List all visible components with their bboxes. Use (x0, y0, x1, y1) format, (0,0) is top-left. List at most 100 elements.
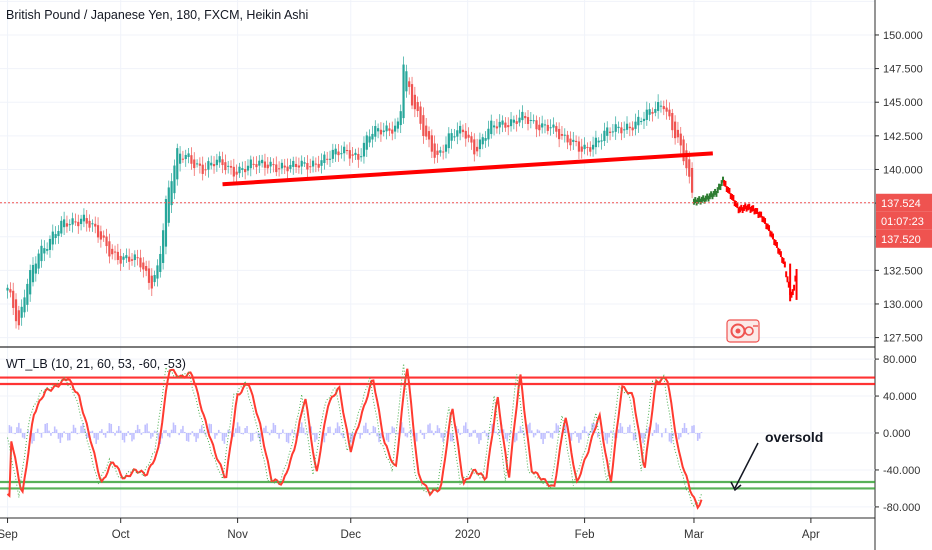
candle-body (351, 154, 354, 156)
projection-down-candle (723, 179, 726, 186)
candle-body (450, 133, 453, 141)
candle-body (396, 121, 399, 129)
candle-body (331, 149, 334, 159)
countdown-label-bg (876, 211, 932, 230)
candle-body (159, 253, 162, 272)
candle-body (614, 124, 617, 132)
candle-body (360, 156, 363, 158)
candle-body (272, 164, 275, 166)
replay-icon[interactable] (726, 319, 760, 343)
projection-down-candle (781, 256, 784, 263)
candle-body (224, 162, 227, 171)
candle-body (416, 102, 419, 112)
candle-body (464, 130, 467, 139)
candle-body (603, 130, 606, 141)
candle-body (439, 150, 442, 153)
candle-body (586, 146, 589, 148)
candle-body (246, 165, 250, 171)
candle-body (280, 162, 284, 169)
candle-body (167, 187, 170, 223)
candle-body (456, 130, 459, 137)
projection-down-candle (790, 291, 793, 298)
candle-body (108, 241, 111, 257)
candle-body (611, 131, 614, 133)
projection-down-candle (764, 218, 767, 224)
candle-body (444, 144, 448, 152)
projection-down-candle (738, 206, 741, 213)
candle-body (487, 128, 490, 140)
candle-body (600, 140, 603, 142)
projection-down-candle (732, 195, 735, 201)
projection-down-candle (757, 212, 760, 218)
wt2-line (6, 368, 703, 510)
projection-down-candle (794, 275, 797, 282)
candle-body (623, 129, 626, 131)
time-tick-label: Oct (112, 529, 131, 541)
candle-body (674, 121, 677, 139)
candle-body (60, 220, 63, 234)
candle-body (261, 159, 264, 164)
candle-body (201, 164, 204, 174)
price-candles (6, 56, 694, 330)
candle-body (625, 123, 629, 130)
candle-body (476, 146, 479, 152)
candle-body (368, 136, 371, 143)
candle-body (484, 138, 487, 141)
candle-body (184, 154, 187, 160)
time-tick-label: Apr (802, 529, 820, 541)
projection-down-candle (727, 186, 730, 193)
candle-body (176, 148, 179, 180)
candle-body (382, 130, 385, 133)
candle-body (589, 147, 592, 152)
candle-body (119, 255, 122, 264)
candle-body (690, 167, 694, 193)
candle-body (419, 106, 422, 124)
candle-body (212, 164, 216, 167)
candle-body (14, 299, 18, 322)
candle-body (560, 134, 564, 136)
projection-down-candle (754, 207, 757, 214)
projection-down-candle (741, 207, 744, 214)
candle-body (6, 287, 9, 291)
candle-body (594, 137, 598, 148)
projection-up-candle (694, 197, 697, 203)
candle-body (164, 199, 168, 247)
candle-body (501, 120, 504, 125)
candle-body (529, 119, 532, 121)
indicator-axis[interactable]: 80.000 40.000 0.000 -40.000 -80.000 (875, 354, 920, 514)
candle-body (31, 264, 35, 283)
candle-body (640, 121, 643, 123)
candle-body (682, 139, 685, 162)
candle-body (546, 124, 549, 131)
candle-body (345, 149, 349, 151)
candle-body (662, 106, 665, 110)
candle-body (326, 158, 329, 160)
candle-body (558, 128, 561, 140)
candle-body (374, 126, 377, 137)
time-tick-label: Mar (684, 529, 704, 541)
price-tick-label: 140.000 (883, 164, 923, 176)
candle-body (671, 112, 674, 131)
candle-body (388, 128, 391, 131)
projection-down-candle (770, 231, 773, 238)
candle-body (204, 169, 207, 171)
candle-body (34, 263, 37, 274)
candle-body (577, 141, 581, 152)
candle-body (65, 223, 69, 227)
last-price-label-bg (876, 193, 932, 212)
projection-down-candle (724, 180, 727, 187)
candle-body (292, 160, 295, 167)
projection-up-candle (708, 193, 711, 200)
time-axis[interactable]: Sep Oct Nov Dec 2020 Feb Mar Apr (0, 518, 820, 541)
price-tick-label: 150.000 (883, 30, 923, 42)
candle-body (207, 161, 210, 170)
candle-body (583, 144, 586, 150)
candle-body (507, 125, 510, 128)
candle-body (195, 163, 199, 165)
projection-down-candle (777, 247, 780, 254)
price-axis[interactable]: 127.500130.000132.500135.000137.500140.0… (875, 30, 923, 345)
price-projection (692, 176, 798, 302)
candle-body (178, 153, 182, 164)
indicator-title: WT_LB (10, 21, 60, 53, -60, -53) (6, 357, 186, 371)
